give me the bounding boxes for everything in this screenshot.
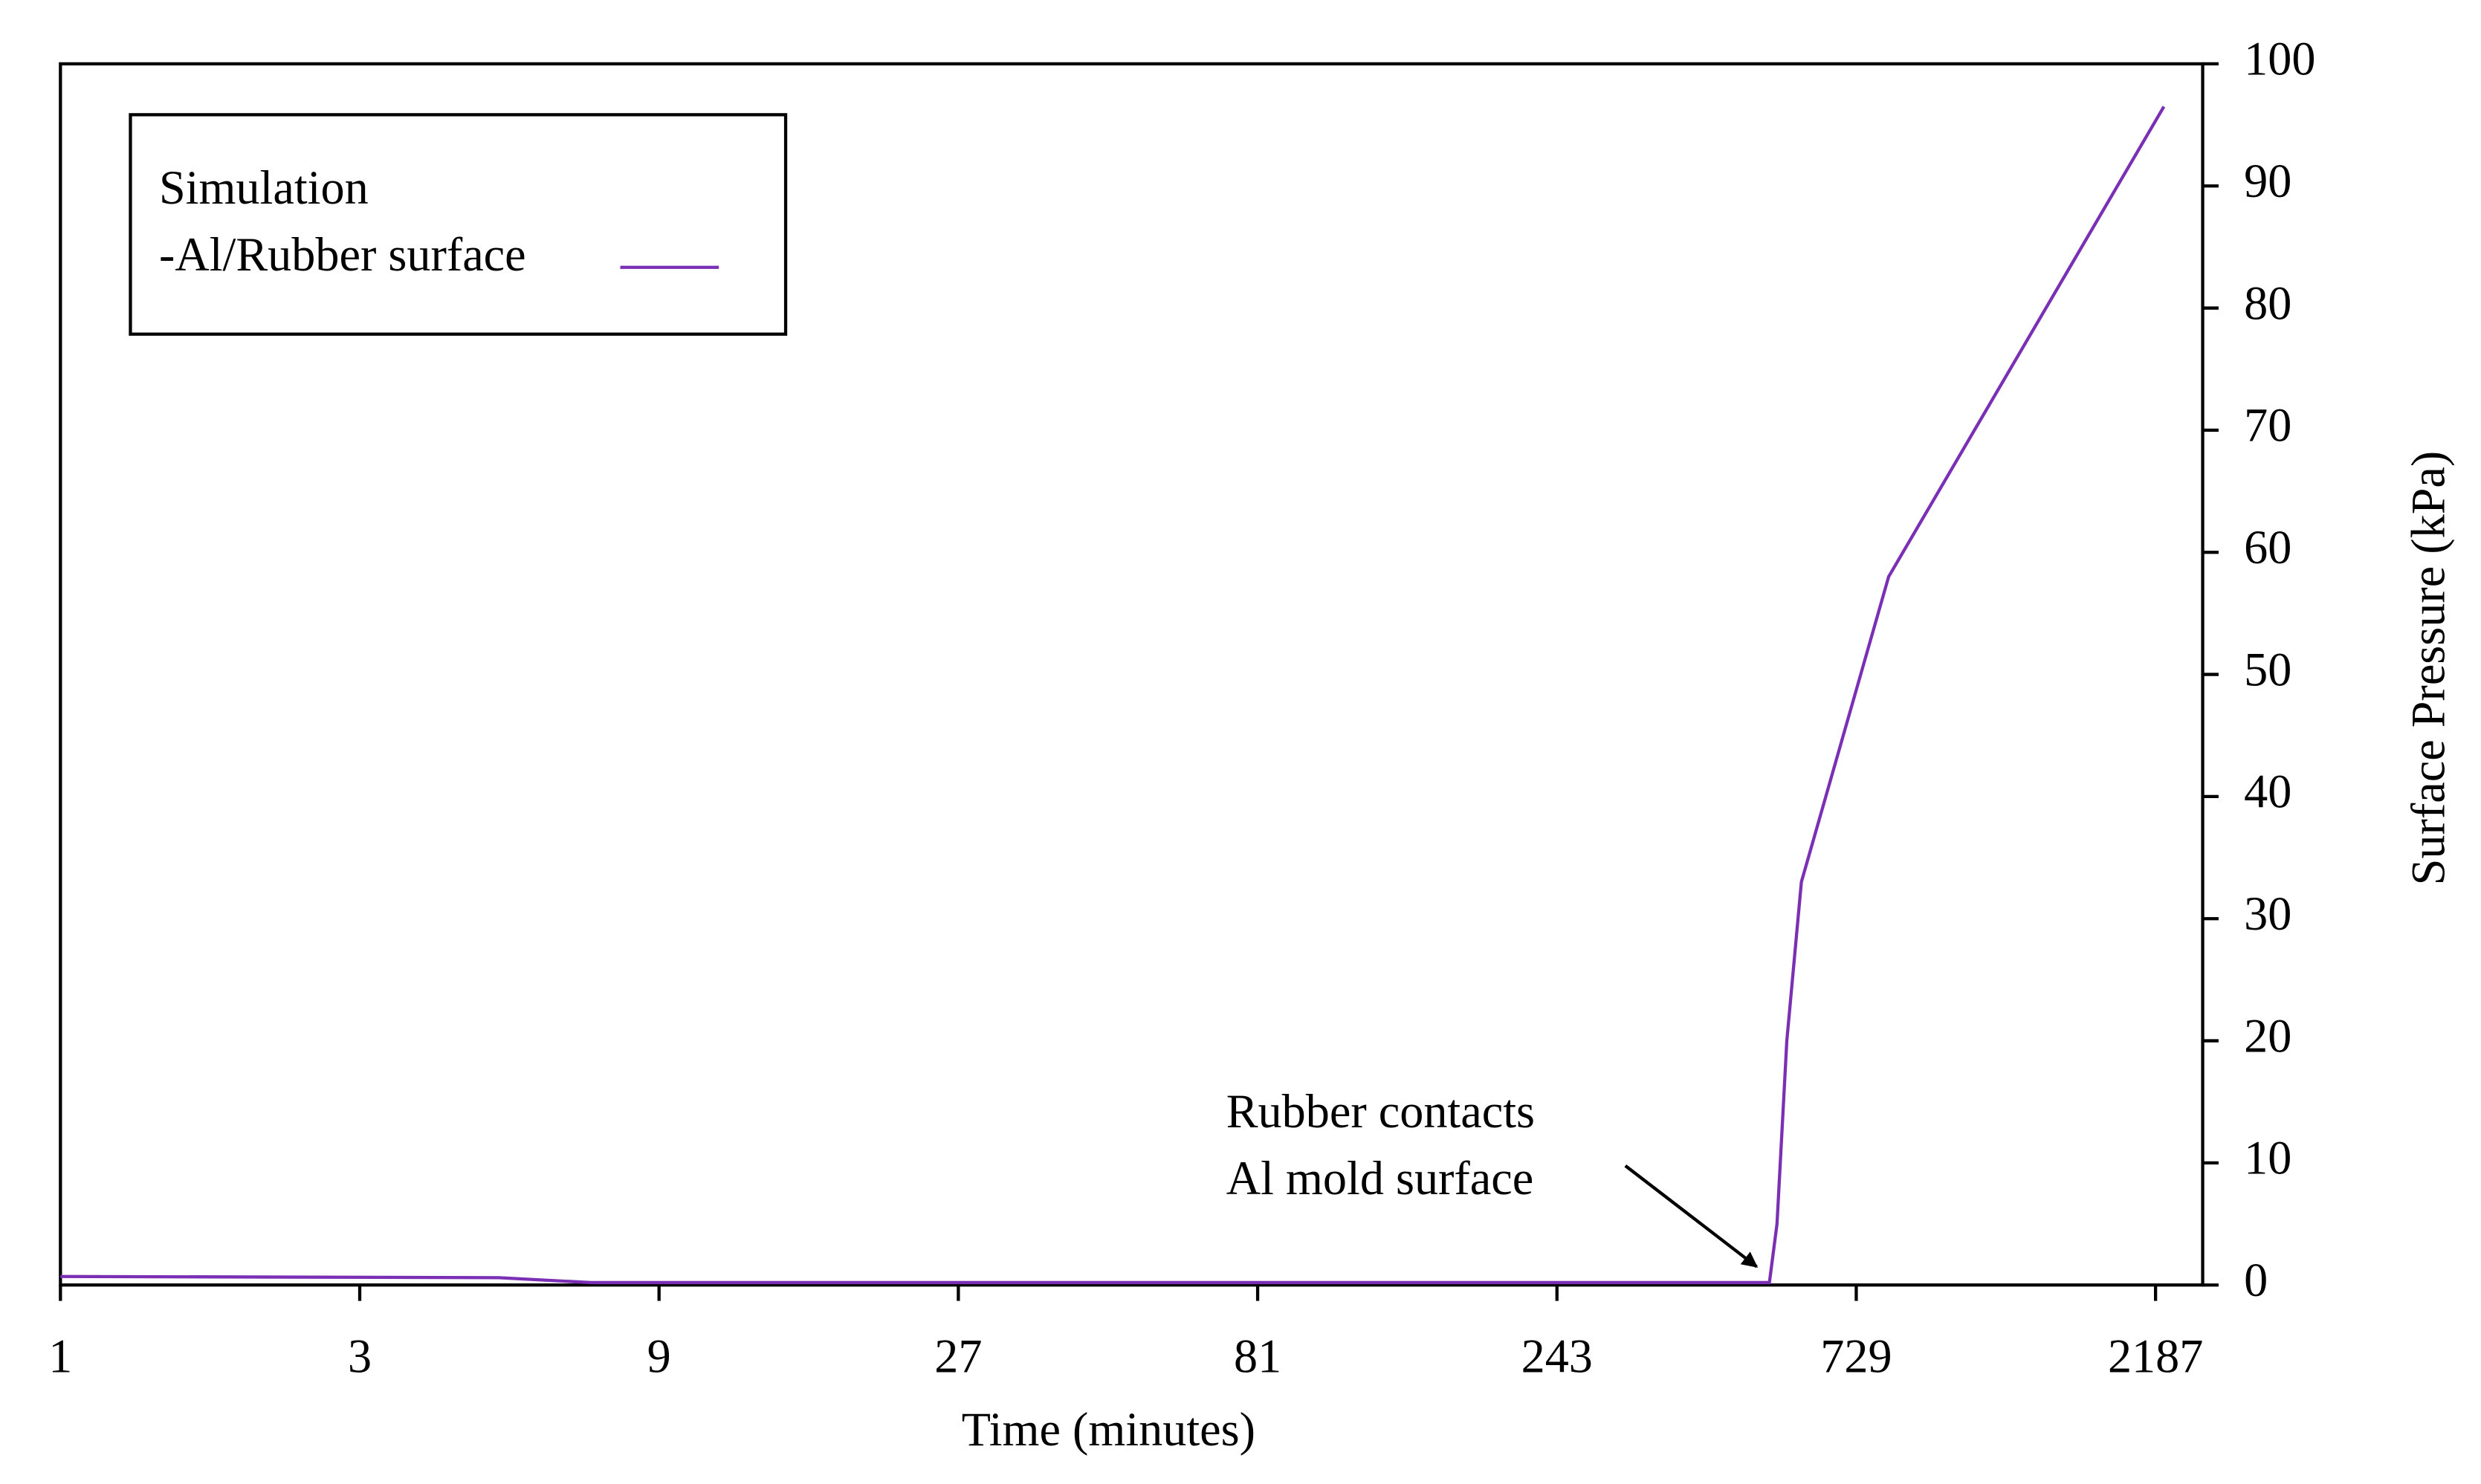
x-tick-label: 9	[647, 1330, 671, 1383]
annotation-line: Al mold surface	[1226, 1152, 1534, 1205]
x-axis-label: Time (minutes)	[962, 1403, 1255, 1456]
y-tick-label: 30	[2244, 887, 2291, 940]
y-tick-label: 0	[2244, 1254, 2268, 1306]
y-tick-label: 70	[2244, 399, 2291, 452]
data-line	[60, 106, 2166, 1285]
y-tick-label: 90	[2244, 155, 2291, 207]
y-tick-label: 80	[2244, 276, 2291, 329]
y-tick-label: 10	[2244, 1132, 2291, 1185]
x-tick-label: 27	[934, 1330, 982, 1383]
legend-label: -Al/Rubber surface	[159, 228, 526, 281]
x-tick-label: 3	[348, 1330, 372, 1383]
y-tick-label: 20	[2244, 1009, 2291, 1062]
y-tick-label: 40	[2244, 765, 2291, 818]
x-tick-label: 2187	[2108, 1330, 2203, 1383]
y-axis-label: Surface Pressure (kPa)	[2402, 451, 2455, 886]
x-tick-label: 729	[1820, 1330, 1892, 1383]
y-tick-label: 100	[2244, 33, 2315, 85]
x-tick-label: 243	[1521, 1330, 1593, 1383]
y-tick-label: 50	[2244, 643, 2291, 696]
x-tick-label: 81	[1234, 1330, 1281, 1383]
annotation-arrow	[1624, 1164, 1759, 1268]
annotation-line: Rubber contacts	[1226, 1085, 1535, 1138]
legend-box	[129, 113, 788, 336]
x-tick-label: 1	[48, 1330, 72, 1383]
legend-title: Simulation	[159, 161, 369, 214]
y-tick-label: 60	[2244, 521, 2291, 574]
